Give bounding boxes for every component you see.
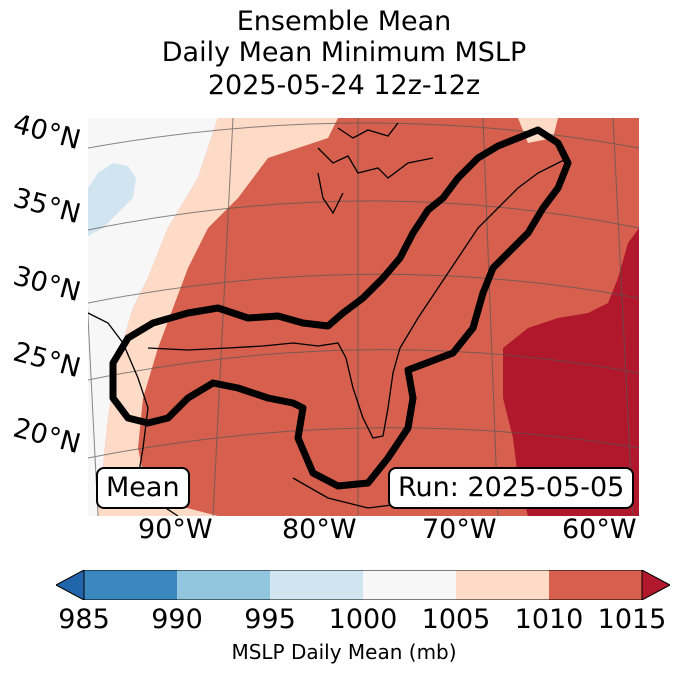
map-panel [77,117,640,517]
title-line-1: Ensemble Mean [236,6,452,37]
colorbar-label: MSLP Daily Mean (mb) [231,640,457,664]
lon-label-60w: 60°W [562,514,637,545]
colorbar-outline [83,570,643,600]
colorbar-bin-1010 [549,570,642,600]
colorbar-bin-990 [177,570,270,600]
colorbar-tick-1015: 1015 [597,604,667,635]
colorbar-tick-1010: 1010 [514,604,584,635]
title-line-2: Daily Mean Minimum MSLP [161,37,527,68]
colorbar-bin-1005 [456,570,549,600]
colorbar-bin-995 [270,570,363,600]
graticule [77,117,640,517]
colorbar [56,570,670,600]
colorbar-over-arrow [641,570,670,600]
lat-label-25: 25°N [9,336,84,385]
run-date-box: Run: 2025-05-05 [388,467,635,509]
colorbar-tick-1005: 1005 [421,604,491,635]
colorbar-bin-985 [84,570,177,600]
lon-label-90w: 90°W [138,514,213,545]
mean-label-box: Mean [96,467,190,509]
map-svg [77,117,640,517]
lon-label-80w: 80°W [282,514,357,545]
colorbar-tick-1000: 1000 [328,604,398,635]
lat-label-40: 40°N [9,108,84,157]
colorbar-tick-990: 990 [151,604,203,635]
colorbar-tick-985: 985 [58,604,110,635]
field-1000 [88,118,218,516]
field-1015 [503,228,639,516]
field-995 [88,163,136,236]
title-line-3: 2025-05-24 12z-12z [207,70,481,101]
lon-label-70w: 70°W [422,514,497,545]
lat-label-20: 20°N [9,412,84,461]
contour-1005 [109,126,572,490]
colorbar-tick-995: 995 [244,604,296,635]
lat-label-30: 30°N [9,260,84,309]
colorbar-bin-1000 [363,570,456,600]
lat-label-35: 35°N [9,182,84,231]
colorbar-under-arrow [56,570,85,600]
